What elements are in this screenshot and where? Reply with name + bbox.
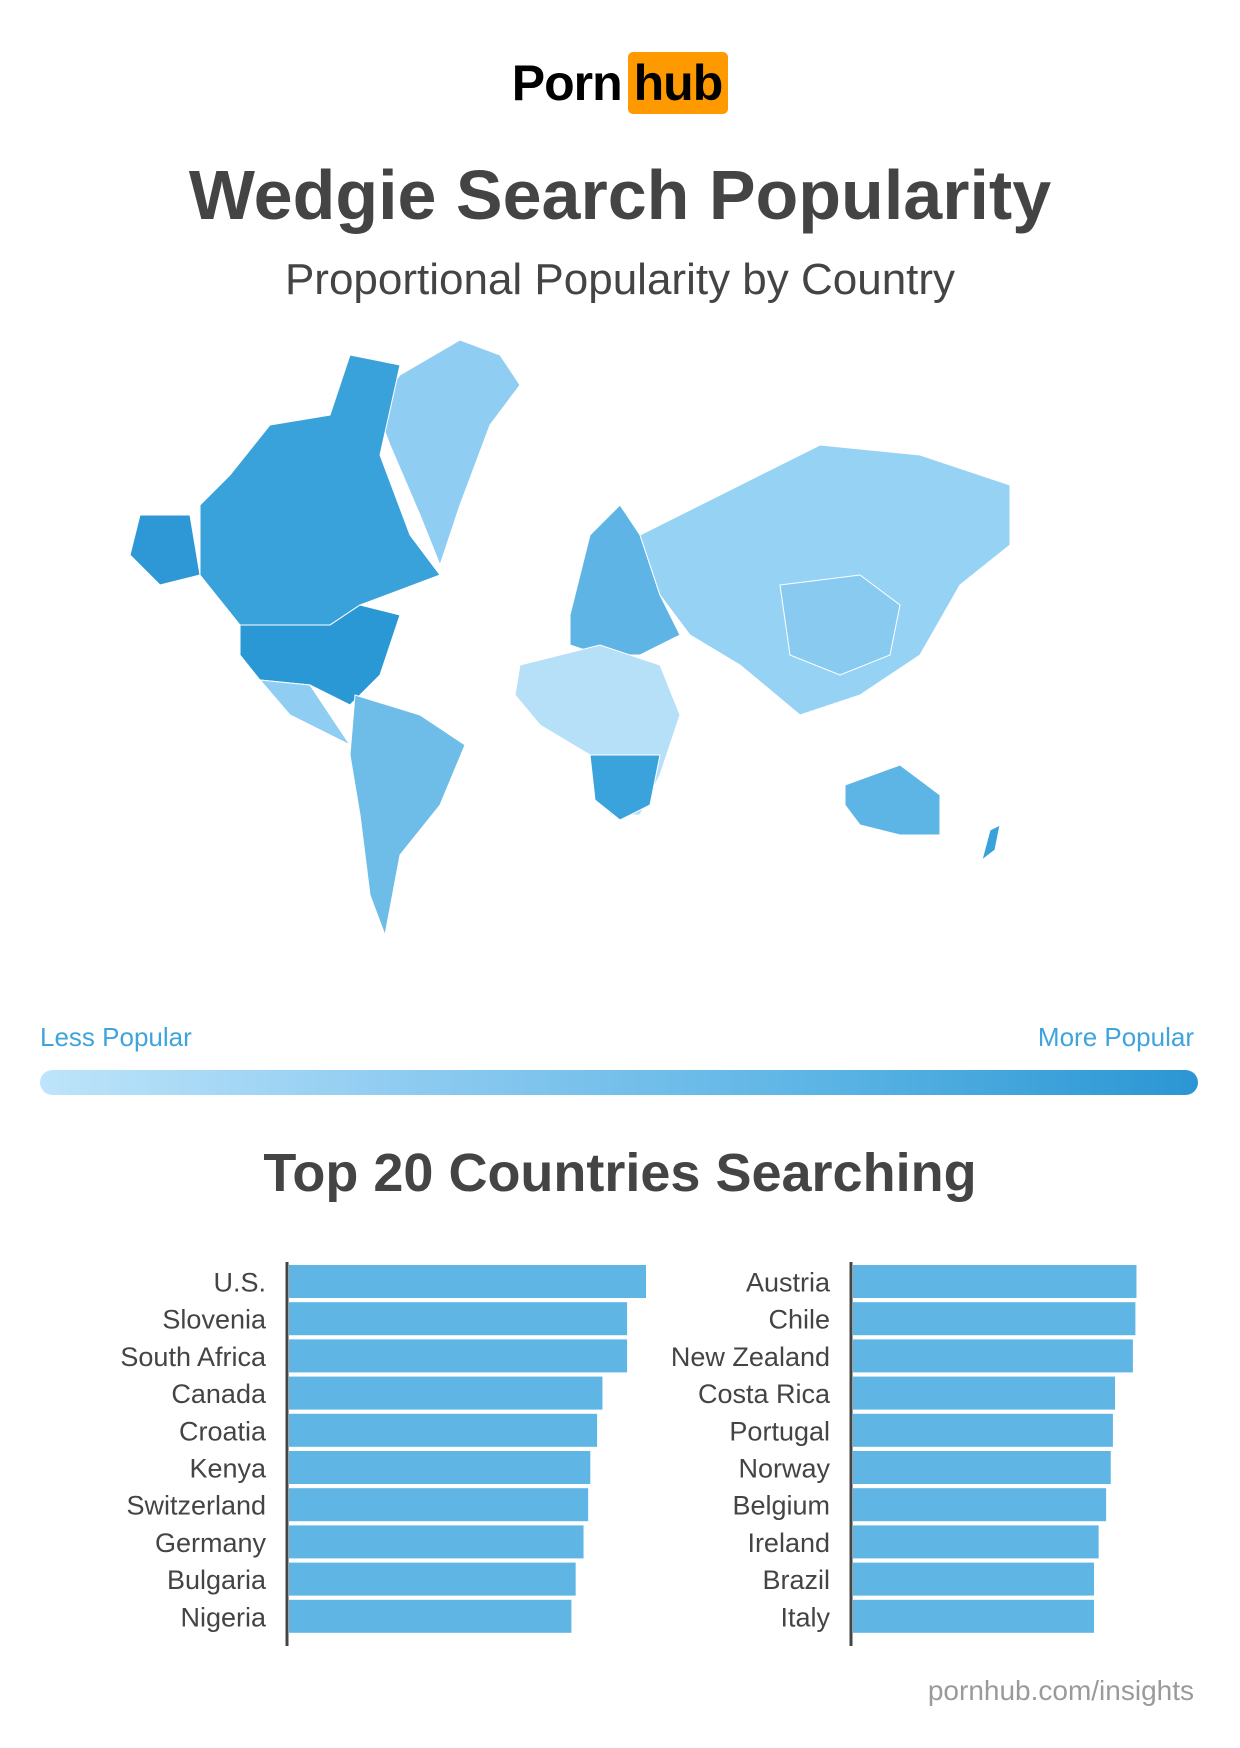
bar-norway (853, 1451, 1111, 1484)
bar-label: New Zealand (671, 1342, 830, 1372)
map-southern-africa (589, 754, 661, 821)
bar-austria (853, 1265, 1137, 1298)
bar-label: U.S. (213, 1268, 266, 1298)
bar-label: Switzerland (126, 1491, 266, 1521)
map-alaska (129, 514, 201, 586)
world-map (129, 339, 1011, 937)
legend-high-label: More Popular (1037, 1022, 1194, 1052)
bar-slovenia (289, 1302, 628, 1336)
legend-gradient-bar (40, 1070, 1198, 1095)
bar-label: Italy (780, 1602, 830, 1632)
bar-label: Canada (171, 1379, 267, 1409)
map-south-america (349, 694, 466, 937)
bar-label: Nigeria (180, 1602, 267, 1632)
bar-label: Austria (746, 1268, 831, 1298)
pornhub-logo: Porn hub (0, 52, 1240, 114)
bar-italy (853, 1599, 1094, 1633)
bar-label: Slovenia (162, 1305, 267, 1335)
bar-chile (853, 1302, 1136, 1336)
footer-link[interactable]: pornhub.com/insights (927, 1675, 1194, 1706)
bar-label: Croatia (179, 1416, 267, 1446)
bar-south-africa (289, 1339, 628, 1373)
bar-costa-rica (853, 1376, 1116, 1410)
bar-label: Ireland (747, 1528, 830, 1558)
bar-new-zealand (853, 1339, 1133, 1373)
bar-label: South Africa (120, 1342, 267, 1372)
bar-label: Costa Rica (698, 1379, 831, 1409)
bar-bulgaria (289, 1562, 576, 1596)
map-china (779, 574, 901, 676)
bar-label: Kenya (189, 1454, 267, 1484)
bar-switzerland (289, 1488, 589, 1522)
bar-nigeria (289, 1599, 572, 1633)
bar-ireland (853, 1525, 1099, 1559)
bar-label: Chile (768, 1305, 830, 1335)
section-title: Top 20 Countries Searching (263, 1143, 977, 1203)
bar-germany (289, 1525, 584, 1559)
bar-label: Belgium (732, 1491, 830, 1521)
bar-u-s- (289, 1265, 646, 1298)
bar-kenya (289, 1451, 591, 1484)
map-australia (844, 764, 941, 836)
bar-label: Norway (738, 1454, 830, 1484)
logo-text-porn: Porn (511, 55, 623, 111)
bar-label: Germany (155, 1528, 267, 1558)
bar-label: Bulgaria (167, 1565, 267, 1595)
legend-low-label: Less Popular (40, 1022, 192, 1052)
bar-label: Brazil (762, 1565, 830, 1595)
page-title: Wedgie Search Popularity (188, 156, 1052, 234)
map-mexico-central-america (258, 679, 352, 747)
bar-portugal (853, 1413, 1113, 1447)
logo-text-hub: hub (627, 52, 729, 114)
bar-brazil (853, 1562, 1094, 1596)
map-new-zealand (981, 824, 1001, 862)
map-usa (239, 604, 401, 706)
bar-canada (289, 1376, 603, 1410)
page-subtitle: Proportional Popularity by Country (284, 255, 956, 304)
bar-label: Portugal (729, 1416, 830, 1446)
bar-belgium (853, 1488, 1107, 1522)
bar-croatia (289, 1413, 598, 1447)
